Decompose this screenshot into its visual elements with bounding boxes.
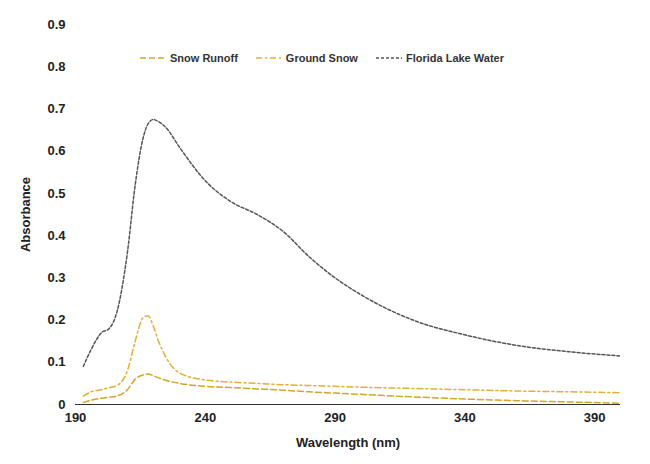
svg-text:0.4: 0.4 xyxy=(47,228,66,243)
svg-text:0.5: 0.5 xyxy=(47,186,65,201)
svg-text:Absorbance: Absorbance xyxy=(18,177,33,252)
svg-text:0.2: 0.2 xyxy=(47,312,65,327)
svg-text:0.1: 0.1 xyxy=(47,354,65,369)
svg-text:240: 240 xyxy=(194,410,216,425)
svg-text:0.6: 0.6 xyxy=(47,143,65,158)
html-text:Snow Runoff: Snow Runoff xyxy=(170,52,238,64)
svg-text:Wavelength (nm): Wavelength (nm) xyxy=(296,435,400,450)
svg-text:0.7: 0.7 xyxy=(47,101,65,116)
svg-text:0.8: 0.8 xyxy=(47,59,65,74)
svg-text:290: 290 xyxy=(324,410,346,425)
svg-text:0.3: 0.3 xyxy=(47,270,65,285)
svg-text:190: 190 xyxy=(65,410,87,425)
svg-text:390: 390 xyxy=(584,410,606,425)
svg-text:0.9: 0.9 xyxy=(47,17,65,32)
html-text:Florida Lake Water: Florida Lake Water xyxy=(405,52,504,64)
svg-text:340: 340 xyxy=(454,410,476,425)
html-text:Ground Snow: Ground Snow xyxy=(285,52,358,64)
svg-text:0: 0 xyxy=(58,396,66,412)
